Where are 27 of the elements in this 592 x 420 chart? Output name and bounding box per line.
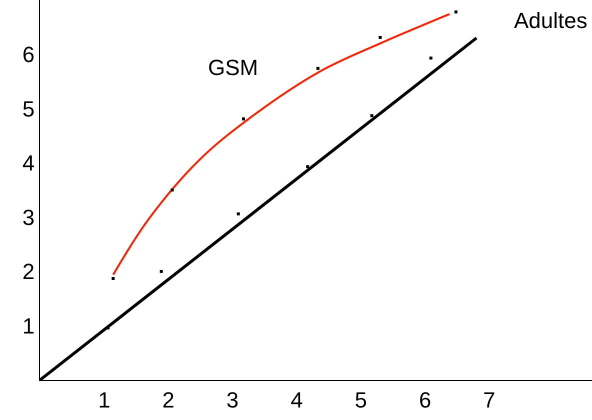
point bbox=[316, 66, 320, 70]
point bbox=[170, 188, 174, 192]
y-tick-label: 1 bbox=[22, 313, 35, 338]
point bbox=[242, 117, 245, 120]
annotation: Adultes bbox=[514, 8, 588, 33]
point bbox=[112, 276, 115, 280]
line-series bbox=[112, 13, 451, 276]
x-tick-label: 7 bbox=[483, 387, 496, 412]
point bbox=[236, 212, 240, 216]
x-tick-label: 4 bbox=[290, 387, 303, 412]
y-tick-label: 3 bbox=[22, 204, 35, 230]
x-tick-label: 2 bbox=[162, 387, 174, 412]
point bbox=[454, 10, 458, 14]
x-tick-label: 3 bbox=[226, 387, 239, 412]
point bbox=[378, 36, 382, 39]
x-tick-label: 6 bbox=[418, 387, 432, 412]
point bbox=[429, 56, 432, 60]
y-tick-label: 6 bbox=[22, 42, 35, 67]
point bbox=[160, 270, 163, 273]
point bbox=[370, 114, 374, 118]
y-tick-label: 5 bbox=[22, 96, 35, 122]
y-tick-label: 4 bbox=[22, 150, 35, 176]
annotation: GSM bbox=[208, 55, 258, 80]
x-tick-label: 5 bbox=[354, 387, 368, 412]
x-tick-label: 1 bbox=[98, 387, 110, 412]
y-tick-label: 2 bbox=[22, 259, 35, 284]
point bbox=[306, 165, 310, 168]
